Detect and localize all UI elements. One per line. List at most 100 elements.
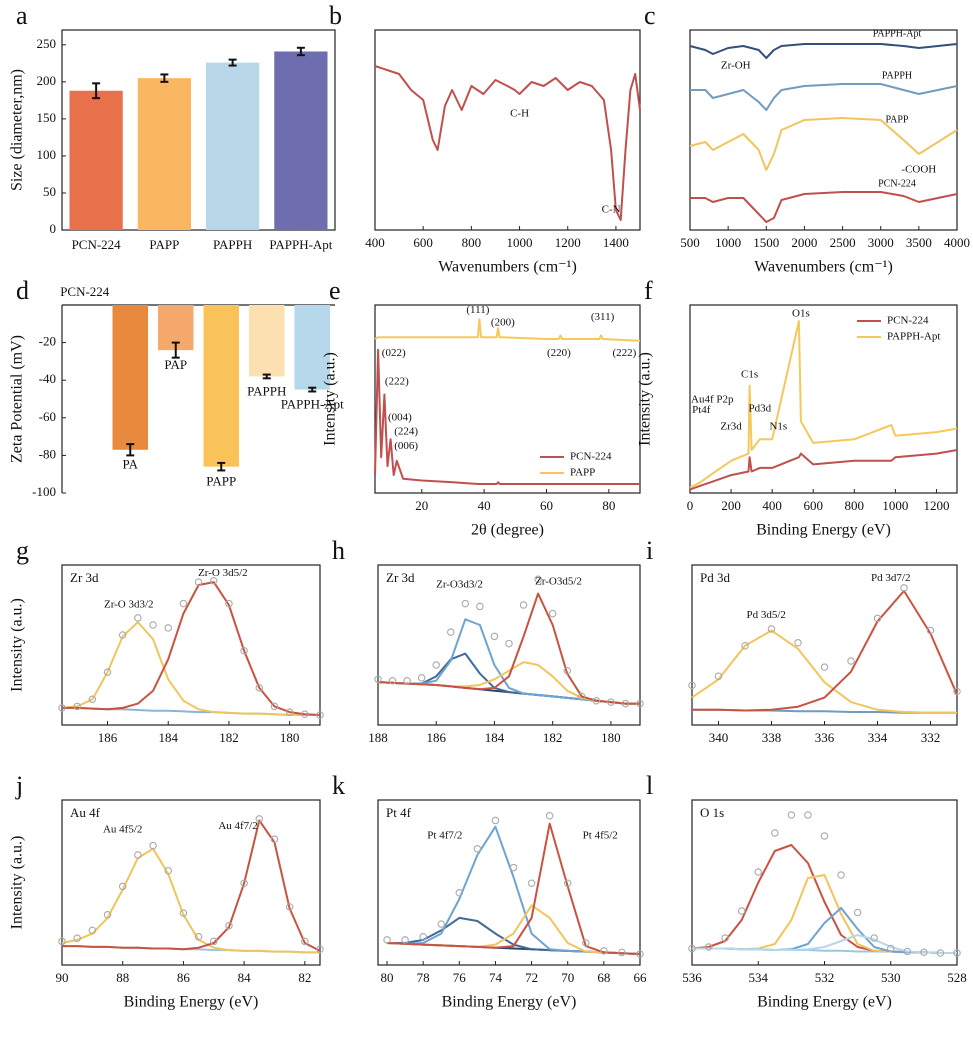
x-tick-label: 90 (56, 970, 69, 985)
x-tick-label: 70 (561, 970, 574, 985)
data-point (721, 934, 729, 942)
data-point (473, 844, 482, 853)
data-point (920, 948, 928, 956)
data-point (794, 638, 802, 647)
data-point (804, 811, 812, 819)
annotation: Pt4f (692, 404, 711, 416)
bar (274, 51, 328, 231)
data-point (103, 910, 112, 919)
annotation: O1s (792, 307, 810, 319)
frame (61, 29, 336, 231)
chart-title: Zr 3d (70, 570, 99, 585)
x-tick-label: 3000 (868, 235, 894, 250)
data-point (255, 815, 264, 823)
x-tick-label: 2500 (830, 235, 856, 250)
data-point (509, 863, 518, 872)
data-point (417, 674, 426, 682)
legend-label: PCN-224 (887, 315, 929, 327)
category-label: PAPP (206, 474, 236, 489)
chart-title: Au 4f (70, 805, 101, 820)
y-tick-label: 150 (37, 110, 57, 125)
x-tick-label: 68 (597, 970, 610, 985)
data-line (692, 589, 958, 712)
annotation: (022) (382, 347, 406, 359)
data-point (636, 950, 644, 958)
x-axis-label: Wavenumbers (cm⁻¹) (438, 259, 577, 276)
y-axis-label: Zeta Potential (mV) (9, 335, 26, 463)
data-point (103, 668, 112, 676)
frame (377, 799, 641, 966)
data-point (164, 624, 172, 632)
x-axis-label: Wavenumbers (cm⁻¹) (754, 259, 893, 276)
x-tick-label: 1000 (507, 235, 533, 250)
panel-label: k (332, 771, 345, 800)
x-tick-label: 188 (368, 730, 388, 745)
x-tick-label: 66 (634, 970, 648, 985)
x-tick-label: 40 (478, 498, 491, 513)
data-line (61, 847, 320, 954)
data-line (691, 844, 957, 954)
data-point (388, 676, 397, 685)
data-point (505, 639, 513, 648)
x-tick-label: 184 (158, 730, 178, 745)
x-tick-label: 82 (298, 970, 311, 985)
x-tick-label: 184 (485, 730, 505, 745)
data-point (374, 675, 382, 684)
data-point (754, 868, 762, 876)
data-point (447, 628, 455, 636)
data-point (164, 866, 172, 875)
data-point (771, 829, 779, 837)
x-tick-label: 500 (680, 235, 700, 250)
legend-label: PAPPH-Apt (887, 331, 940, 343)
data-point (787, 811, 796, 819)
data-line (690, 191, 958, 223)
data-point (621, 699, 630, 708)
annotation: Zr-O 3d5/2 (198, 567, 248, 579)
data-point (837, 871, 845, 879)
annotation: Zr3d (720, 420, 742, 432)
annotation: Pd 3d7/2 (871, 572, 910, 584)
x-tick-label: 1000 (715, 235, 741, 250)
bar (294, 305, 330, 390)
data-point (563, 879, 572, 888)
category-label: PAP (164, 357, 187, 372)
panel-label: h (332, 536, 345, 565)
data-point (476, 602, 484, 611)
x-tick-label: 340 (709, 730, 729, 745)
data-point (563, 666, 571, 675)
data-line (377, 618, 640, 705)
chart-title: Pt 4f (386, 805, 412, 820)
data-line (690, 83, 958, 111)
data-point (210, 576, 218, 585)
annotation: (111) (466, 304, 489, 316)
data-point (88, 695, 97, 704)
chart-title: O 1s (700, 805, 724, 820)
annotation: (222) (612, 347, 636, 359)
annotation: Pt 4f7/2 (427, 830, 462, 842)
y-axis-label: Intensity (a.u.) (322, 352, 339, 446)
x-tick-label: 84 (238, 970, 252, 985)
x-tick-label: 80 (602, 498, 615, 513)
y-tick-label: 0 (50, 221, 57, 236)
x-tick-label: 76 (453, 970, 467, 985)
frame (691, 564, 958, 726)
data-point (600, 947, 608, 955)
x-tick-label: 534 (749, 970, 769, 985)
frame (61, 564, 321, 726)
frame (374, 304, 641, 494)
x-tick-label: 74 (489, 970, 503, 985)
category-label: PA (123, 457, 139, 472)
data-point (737, 907, 746, 915)
x-tick-label: 800 (462, 235, 482, 250)
data-point (403, 676, 411, 685)
x-tick-label: 1400 (603, 235, 629, 250)
data-point (527, 879, 536, 888)
data-point (886, 944, 895, 953)
annotation: Pd 3d5/2 (746, 609, 785, 621)
x-tick-label: 1500 (753, 235, 779, 250)
data-point (179, 599, 188, 608)
data-point (255, 684, 264, 692)
annotation: Au4f (691, 393, 714, 405)
data-point (270, 702, 279, 711)
